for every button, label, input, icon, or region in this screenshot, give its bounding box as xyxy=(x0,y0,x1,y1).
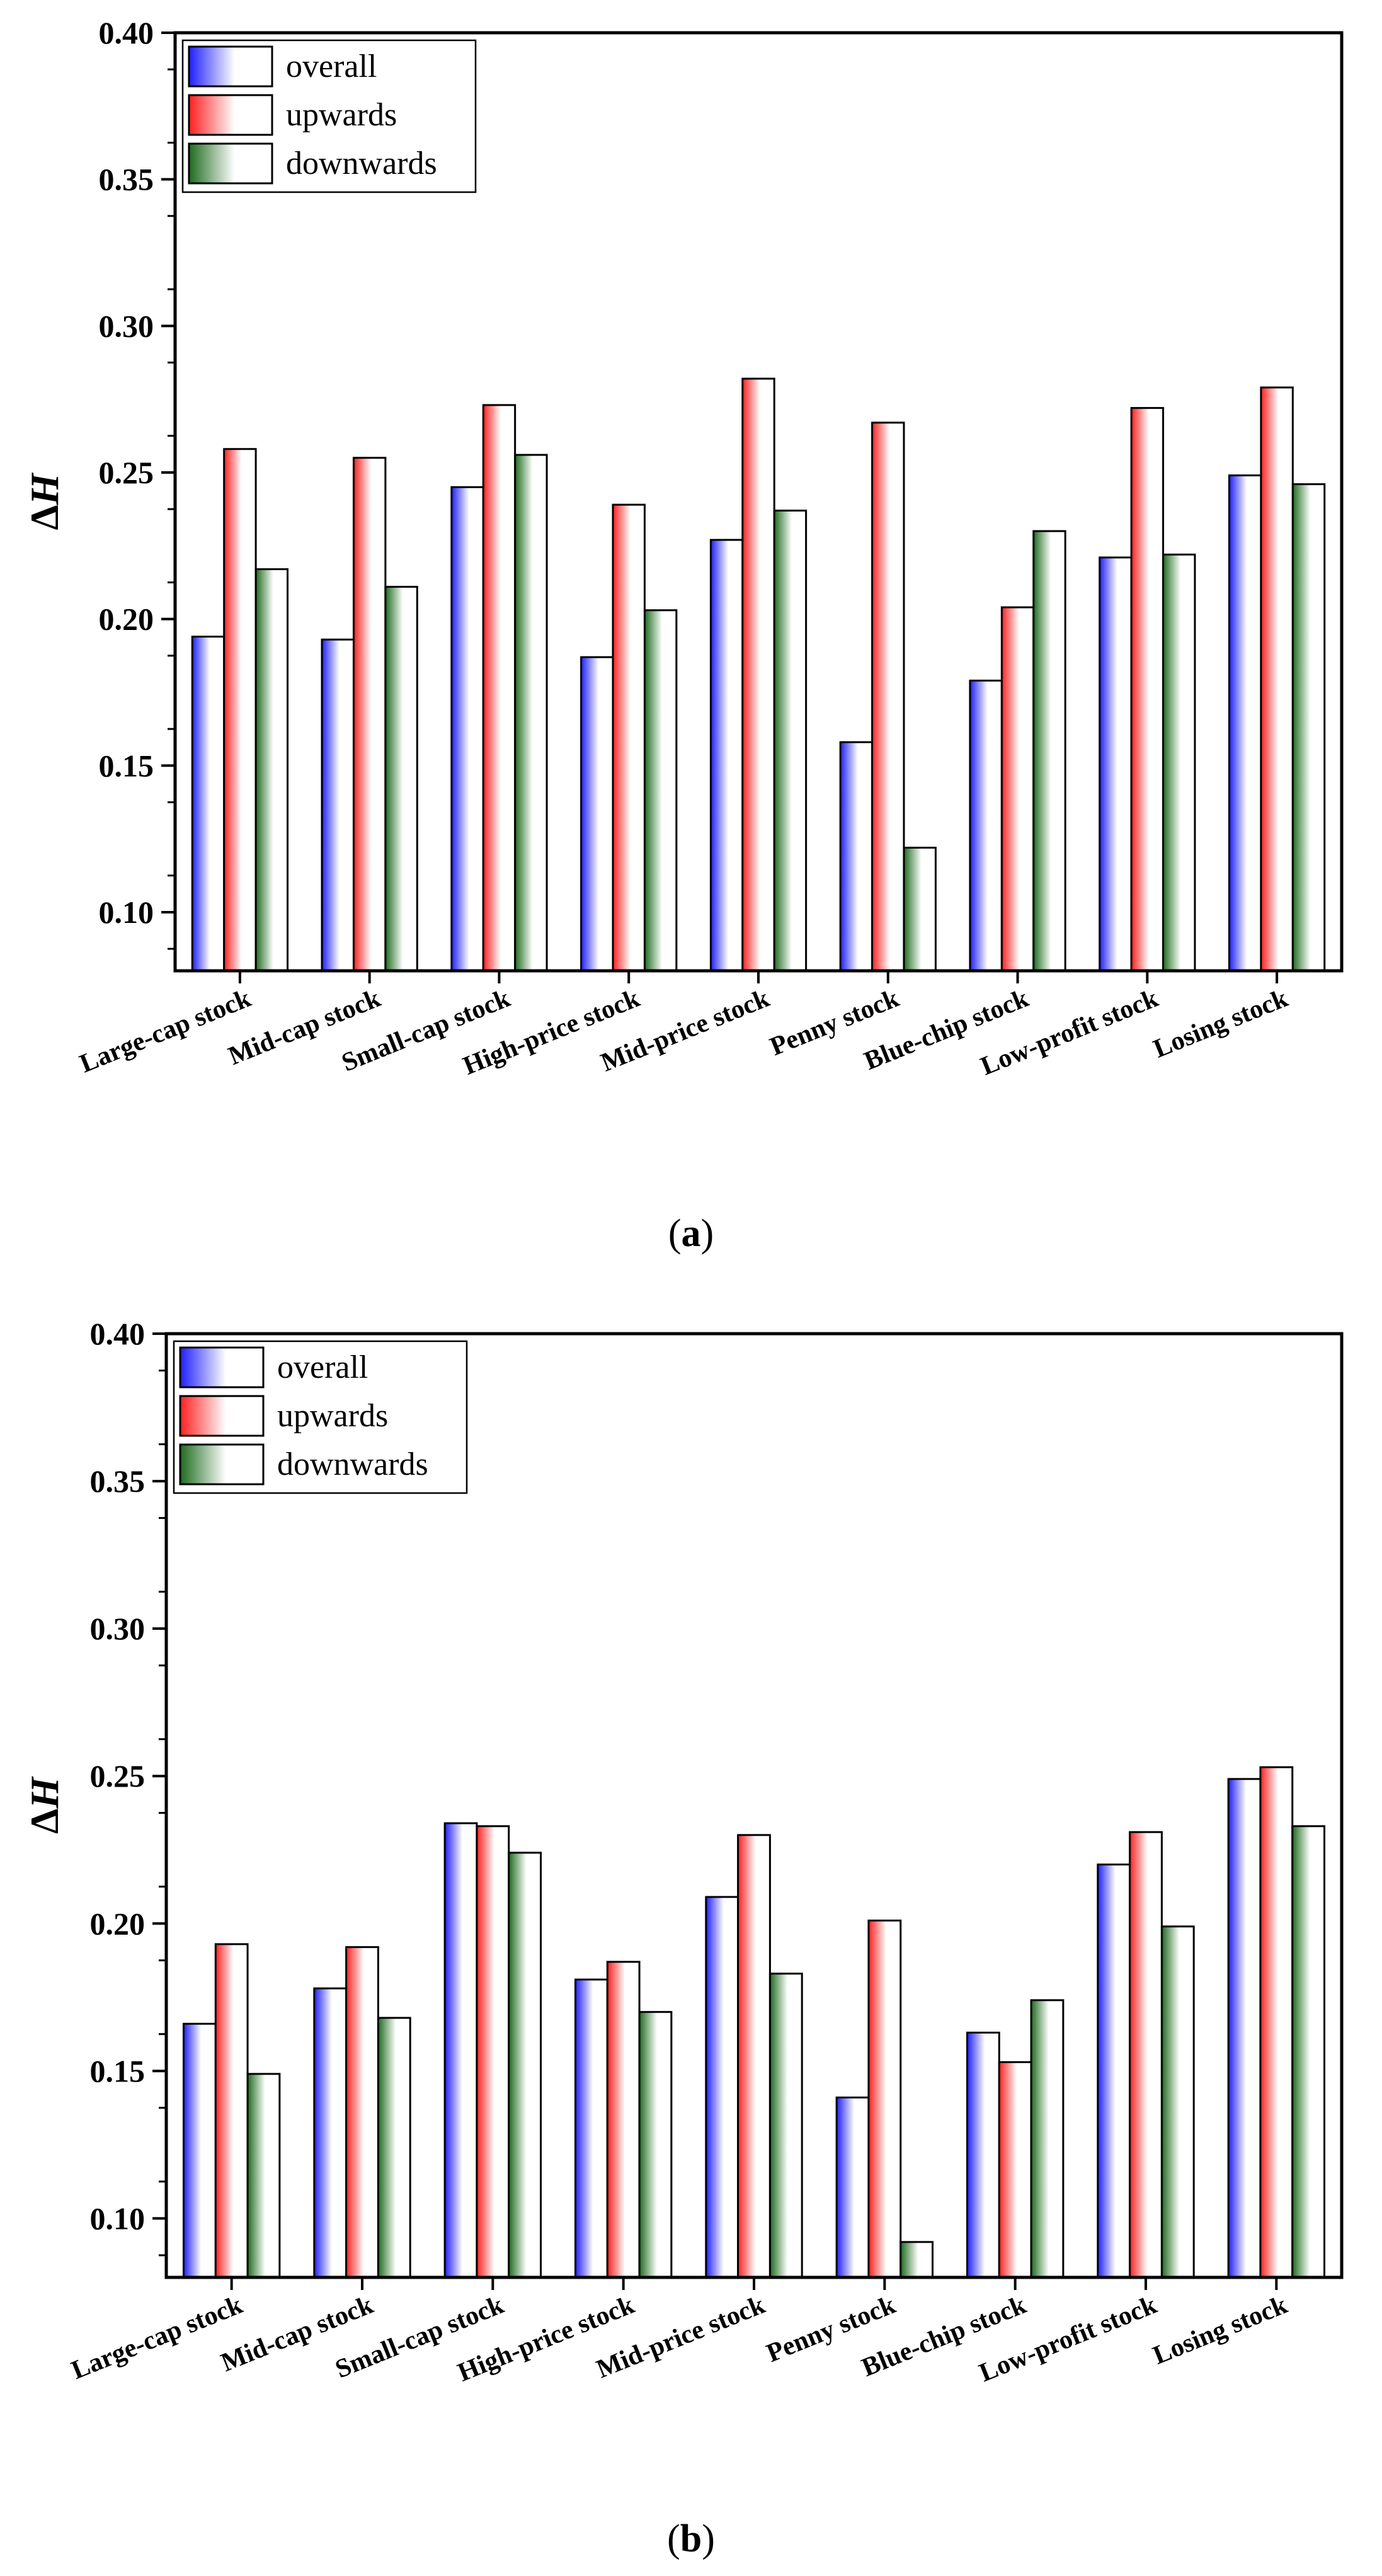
legend-label-upwards: upwards xyxy=(277,1398,388,1434)
y-tick-label: 0.25 xyxy=(99,455,154,490)
x-category-label: Large-cap stock xyxy=(67,2290,247,2385)
bar-overall-large-cap-stock xyxy=(191,636,226,972)
legend-swatch-overall xyxy=(179,1346,265,1388)
bar-downwards-losing-stock xyxy=(1291,483,1326,972)
legend-label-downwards: downwards xyxy=(286,146,437,181)
plot-frame xyxy=(164,1332,1344,2279)
bar-downwards-small-cap-stock xyxy=(508,1852,542,2279)
bar-downwards-blue-chip-stock xyxy=(1032,530,1066,972)
bar-upwards-blue-chip-stock xyxy=(1000,606,1035,972)
bar-overall-high-price-stock xyxy=(574,1978,608,2279)
bar-overall-high-price-stock xyxy=(580,656,614,972)
bar-downwards-mid-cap-stock xyxy=(377,2017,411,2279)
bar-downwards-blue-chip-stock xyxy=(1030,1999,1065,2279)
y-tick-label: 0.15 xyxy=(90,2053,146,2088)
bar-overall-penny-stock xyxy=(835,2096,870,2279)
bar-overall-mid-price-stock xyxy=(709,539,744,972)
x-category-label: Losing stock xyxy=(1149,2290,1292,2370)
bar-upwards-small-cap-stock xyxy=(482,404,517,972)
bar-upwards-low-profit-stock xyxy=(1129,1831,1163,2279)
bar-downwards-mid-price-stock xyxy=(773,509,808,972)
legend-label-downwards: downwards xyxy=(277,1446,428,1482)
bar-downwards-large-cap-stock xyxy=(246,2073,281,2279)
bar-downwards-large-cap-stock xyxy=(254,568,289,972)
bar-overall-penny-stock xyxy=(839,741,874,972)
bar-overall-blue-chip-stock xyxy=(969,679,1003,972)
bar-overall-mid-cap-stock xyxy=(321,638,355,972)
bar-upwards-large-cap-stock xyxy=(223,448,257,972)
bar-overall-losing-stock xyxy=(1228,474,1262,972)
y-tick-label: 0.40 xyxy=(99,15,154,50)
bar-overall-small-cap-stock xyxy=(450,486,484,972)
legend-label-overall: overall xyxy=(277,1349,368,1385)
y-tick-label: 0.35 xyxy=(99,162,154,197)
bar-upwards-penny-stock xyxy=(867,1920,902,2279)
chart-panel-a: 0.10 0.15 0.20 0.25 0.30 0.35 0.40 Large-cap st… xyxy=(22,15,1344,1255)
bar-downwards-low-profit-stock xyxy=(1162,553,1196,972)
legend-swatch-downwards xyxy=(179,1443,265,1485)
bar-downwards-small-cap-stock xyxy=(514,454,548,972)
x-category-label: Losing stock xyxy=(1150,983,1293,1063)
bar-chart-a: 0.10 0.15 0.20 0.25 0.30 0.35 0.40 Large-cap st… xyxy=(22,15,1344,1255)
bar-upwards-blue-chip-stock xyxy=(998,2061,1032,2279)
chart-panel-b: 0.10 0.15 0.20 0.25 0.30 0.35 0.40 Large-cap st… xyxy=(0,1288,1382,2576)
bar-overall-mid-price-stock xyxy=(705,1896,740,2279)
x-category-label: Large-cap stock xyxy=(76,983,255,1079)
bar-upwards-mid-price-stock xyxy=(741,377,775,972)
bar-downwards-penny-stock xyxy=(899,2241,934,2279)
bar-upwards-low-profit-stock xyxy=(1130,407,1165,972)
bar-downwards-high-price-stock xyxy=(643,609,678,972)
plot-frame xyxy=(173,31,1344,973)
bar-chart-b: 0.10 0.15 0.20 0.25 0.30 0.35 0.40 Large-cap st… xyxy=(22,1316,1344,2560)
panel-label: (b) xyxy=(667,2517,715,2560)
y-tick-label: 0.35 xyxy=(90,1463,146,1499)
legend-swatch-overall xyxy=(188,45,273,88)
bar-overall-low-profit-stock xyxy=(1099,556,1133,972)
y-tick-label: 0.30 xyxy=(99,308,154,343)
panel-label: (a) xyxy=(668,1212,714,1255)
bar-upwards-high-price-stock xyxy=(606,1961,641,2279)
y-tick-label: 0.10 xyxy=(99,895,154,930)
bar-downwards-penny-stock xyxy=(903,847,937,972)
bar-overall-large-cap-stock xyxy=(182,2022,217,2279)
bar-upwards-small-cap-stock xyxy=(476,1825,510,2279)
bar-upwards-mid-cap-stock xyxy=(352,457,387,972)
y-tick-label: 0.30 xyxy=(90,1611,146,1646)
bar-upwards-penny-stock xyxy=(871,421,905,972)
bar-downwards-high-price-stock xyxy=(638,2011,673,2279)
bar-downwards-low-profit-stock xyxy=(1160,1925,1195,2279)
bar-upwards-large-cap-stock xyxy=(214,1943,249,2279)
y-tick-label: 0.40 xyxy=(90,1316,146,1351)
y-axis-title: ΔH xyxy=(22,472,67,530)
bar-overall-losing-stock xyxy=(1227,1778,1262,2279)
bar-overall-low-profit-stock xyxy=(1097,1863,1131,2279)
bar-upwards-high-price-stock xyxy=(612,503,646,972)
y-tick-label: 0.20 xyxy=(90,1906,146,1941)
bar-downwards-losing-stock xyxy=(1291,1825,1326,2279)
y-tick-label: 0.15 xyxy=(99,748,154,783)
legend-swatch-downwards xyxy=(188,142,273,185)
y-axis-title: ΔH xyxy=(22,1776,67,1834)
bar-overall-blue-chip-stock xyxy=(966,2031,1000,2279)
bar-overall-small-cap-stock xyxy=(443,1822,478,2279)
bar-overall-mid-cap-stock xyxy=(313,1987,348,2279)
bar-upwards-mid-cap-stock xyxy=(345,1946,379,2279)
legend-swatch-upwards xyxy=(188,94,273,136)
y-tick-label: 0.20 xyxy=(99,602,154,637)
bar-upwards-losing-stock xyxy=(1260,386,1294,972)
y-tick-label: 0.25 xyxy=(90,1758,146,1794)
bar-downwards-mid-cap-stock xyxy=(384,585,418,972)
legend-label-upwards: upwards xyxy=(286,97,397,133)
bar-upwards-losing-stock xyxy=(1259,1766,1294,2279)
legend-label-overall: overall xyxy=(286,49,377,84)
y-tick-label: 0.10 xyxy=(90,2201,146,2236)
bar-upwards-mid-price-stock xyxy=(737,1834,771,2279)
bar-downwards-mid-price-stock xyxy=(768,1972,803,2279)
legend-swatch-upwards xyxy=(179,1395,265,1437)
